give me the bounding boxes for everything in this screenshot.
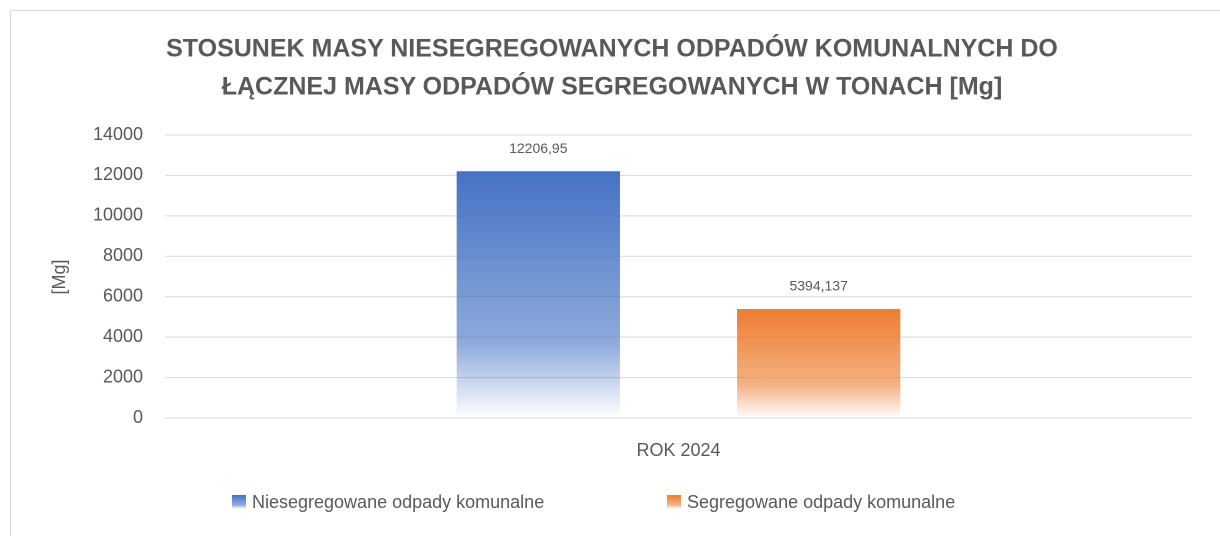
- y-tick-label: 12000: [93, 164, 143, 184]
- y-tick-label: 4000: [103, 326, 143, 346]
- y-tick-label: 10000: [93, 205, 143, 225]
- y-tick-label: 8000: [103, 245, 143, 265]
- y-tick-label: 6000: [103, 285, 143, 305]
- bar: [737, 308, 901, 418]
- value-label: 12206,95: [509, 140, 568, 156]
- legend-swatch: [232, 495, 246, 509]
- bar: [456, 171, 620, 418]
- chart-title: STOSUNEK MASY NIESEGREGOWANYCH ODPADÓW K…: [166, 33, 1058, 63]
- y-axis-label: [Mg]: [49, 259, 69, 294]
- y-tick-label: 14000: [93, 124, 143, 144]
- legend-label: Segregowane odpady komunalne: [687, 492, 955, 512]
- y-tick-label: 2000: [103, 366, 143, 386]
- chart-title: ŁĄCZNEJ MASY ODPADÓW SEGREGOWANYCH W TON…: [222, 71, 1003, 101]
- legend-label: Niesegregowane odpady komunalne: [252, 492, 544, 512]
- x-tick-label: ROK 2024: [636, 440, 720, 460]
- legend-swatch: [667, 495, 681, 509]
- y-tick-label: 0: [133, 407, 143, 427]
- value-label: 5394,137: [789, 278, 848, 294]
